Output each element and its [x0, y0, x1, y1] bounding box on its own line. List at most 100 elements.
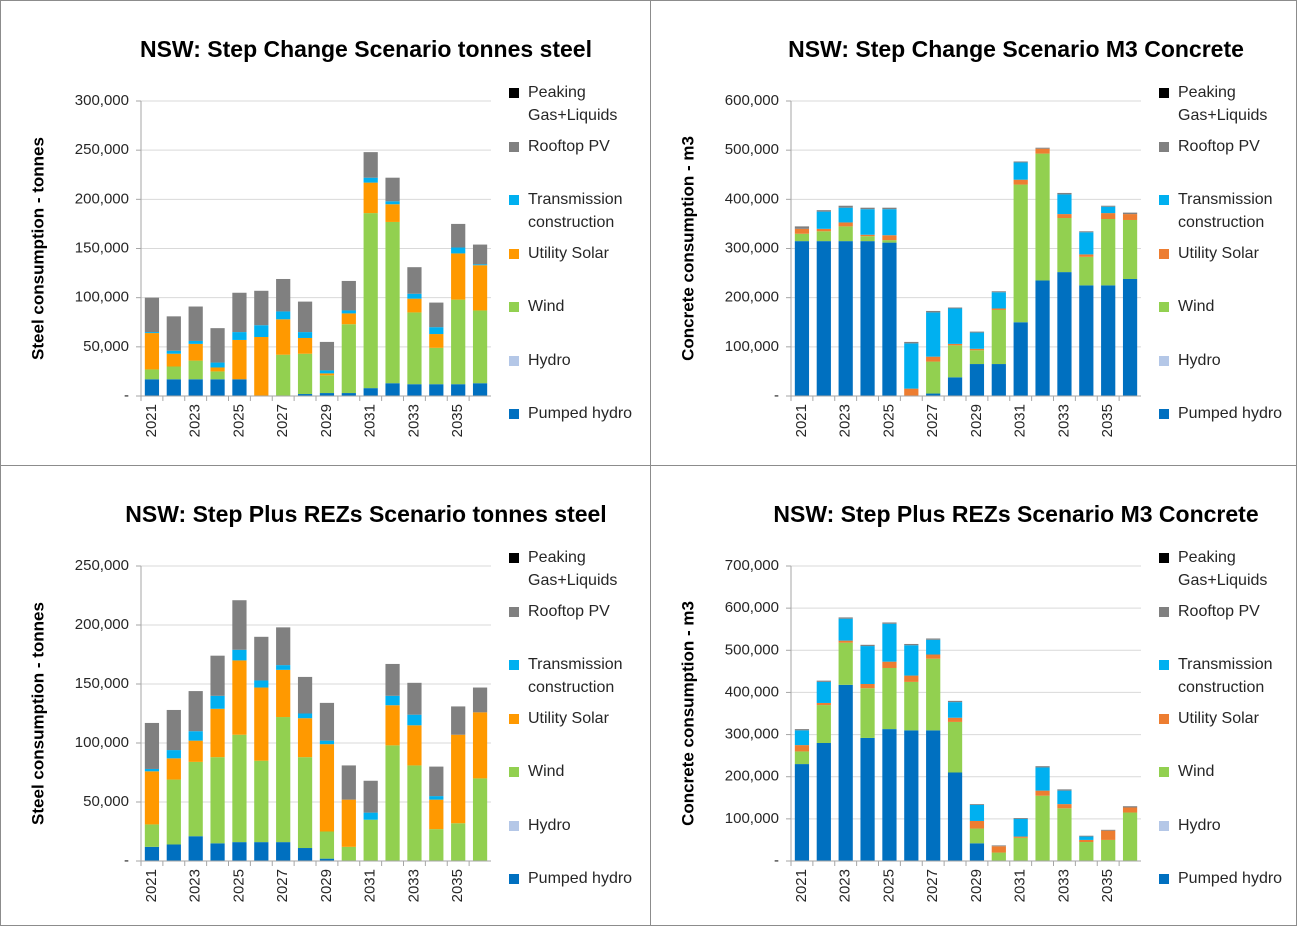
chart: NSW: Step Plus REZs Scenario tonnes stee… — [28, 501, 606, 902]
bar-segment — [1079, 231, 1094, 233]
bar-segment — [860, 236, 875, 242]
bar-segment — [1013, 161, 1028, 163]
bar-segment — [166, 844, 181, 861]
y-tick-label: 50,000 — [83, 338, 129, 355]
legend-swatch — [1159, 302, 1169, 312]
y-tick-label: - — [124, 387, 129, 404]
bar-segment — [407, 714, 422, 726]
legend-label: Hydro — [528, 351, 571, 369]
bar-segment — [860, 241, 875, 396]
x-tick-label: 2021 — [793, 869, 810, 902]
legend-item: Pumped hydro — [509, 402, 637, 425]
bar-segment — [991, 852, 1006, 861]
bar-segment — [210, 367, 225, 372]
legend-item: Hydro — [509, 349, 637, 372]
legend-item: Rooftop PV — [509, 135, 637, 158]
bar-segment — [969, 331, 985, 333]
bar-segment — [860, 207, 875, 210]
bar-segment — [297, 718, 313, 758]
bar-segment — [882, 207, 897, 210]
y-tick-label: 100,000 — [725, 810, 779, 827]
chart-title: NSW: Step Plus REZs Scenario M3 Concrete — [773, 501, 1258, 527]
x-tick-label: 2023 — [187, 869, 204, 902]
bar-segment — [1035, 766, 1050, 768]
legend-item: Hydro — [1159, 349, 1287, 372]
bar-segment — [1079, 285, 1094, 396]
bar-segment — [166, 750, 181, 759]
y-axis-label: Concrete consumption - m3 — [678, 601, 697, 826]
bar-segment — [816, 705, 831, 743]
bar-segment — [947, 772, 963, 861]
bar-segment — [882, 623, 897, 662]
bar-segment — [882, 661, 897, 668]
legend-swatch — [509, 820, 519, 831]
bar-segment — [838, 241, 853, 396]
x-tick-label: 2033 — [405, 869, 422, 902]
bar-segment — [926, 310, 941, 313]
legend-label: Wind — [1178, 298, 1215, 315]
bar-segment — [188, 343, 203, 361]
x-tick-label: 2033 — [405, 404, 422, 437]
bar-segment — [472, 310, 488, 384]
bar-segment — [947, 700, 963, 703]
bar-segment — [276, 717, 291, 843]
bar-segment — [794, 226, 810, 229]
bar-segment — [794, 241, 810, 396]
bar-segment — [319, 370, 335, 374]
y-tick-label: - — [774, 852, 779, 869]
x-tick-label: 2025 — [230, 869, 247, 902]
x-tick-label: 2029 — [968, 404, 985, 437]
bar-segment — [1101, 829, 1116, 831]
bar-segment — [1079, 835, 1094, 837]
bar-segment — [1035, 148, 1050, 154]
legend-label: Hydro — [1178, 816, 1221, 834]
y-axis-label: Steel consumption - tonnes — [28, 137, 47, 360]
bar-segment — [1035, 767, 1050, 791]
bar-segment — [385, 705, 400, 746]
bar-segment — [969, 332, 985, 349]
bar-segment — [188, 731, 203, 741]
bar-segment — [926, 393, 941, 396]
legend-swatch — [1159, 660, 1169, 670]
legend-label: Utility Solar — [528, 244, 609, 262]
bar-segment — [947, 377, 963, 396]
legend-label: Rooftop PV — [1178, 602, 1260, 620]
bar-segment — [1013, 837, 1028, 861]
chart-panel: NSW: Step Change Scenario tonnes steel St… — [0, 0, 651, 466]
legend-swatch — [509, 409, 519, 419]
bar-segment — [385, 201, 400, 205]
bar-segment — [210, 655, 225, 696]
legend-swatch — [509, 553, 519, 563]
bar-segment — [816, 210, 831, 212]
legend-label: Pumped hydro — [1178, 405, 1283, 422]
bar-segment — [363, 812, 378, 820]
bar-segment — [166, 316, 181, 351]
bar-segment — [926, 638, 941, 640]
bar-segment — [816, 702, 831, 706]
bar-segment — [319, 831, 335, 859]
y-tick-label: 600,000 — [725, 599, 779, 616]
bar-segment — [319, 702, 335, 741]
bar-segment — [816, 241, 831, 396]
bar-segment — [319, 858, 335, 861]
bar-segment — [1122, 807, 1138, 813]
bar-segment — [407, 384, 422, 396]
bar-segment — [1122, 212, 1138, 215]
bar-segment — [451, 299, 466, 385]
bar-segment — [232, 600, 247, 650]
bar-segment — [407, 682, 422, 715]
bar-segment — [1035, 790, 1050, 796]
legend-item: Pumped hydro — [509, 867, 637, 890]
chart-panel: NSW: Step Plus REZs Scenario M3 Concrete… — [650, 465, 1297, 926]
legend-label: Hydro — [1178, 351, 1221, 369]
chart-panel: NSW: Step Plus REZs Scenario tonnes stee… — [0, 465, 651, 926]
bar-segment — [297, 337, 313, 354]
legend-swatch — [1159, 606, 1169, 617]
bar-segment — [904, 645, 919, 676]
bar-segment — [363, 177, 378, 183]
bar-segment — [276, 354, 291, 396]
bar-segment — [276, 842, 291, 861]
bar-segment — [188, 340, 203, 344]
bar-segment — [144, 297, 160, 333]
